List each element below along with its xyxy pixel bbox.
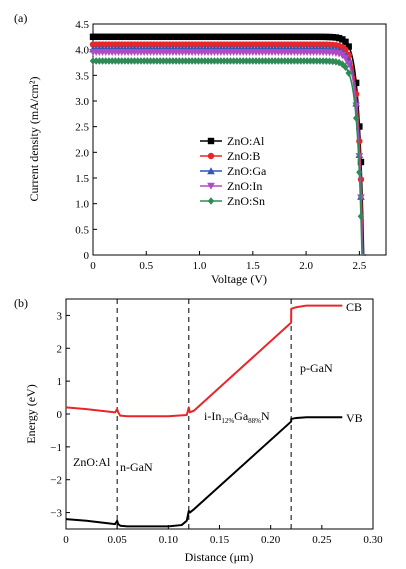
region-label-zno-al: ZnO:Al (73, 455, 111, 469)
legend-marker (207, 137, 215, 145)
legend-entry: ZnO:Sn (227, 194, 265, 208)
panel-a-y-tick-label: 2.5 (75, 122, 89, 134)
panel-a-label: (a) (14, 11, 27, 25)
panel-b-x-tick-label: 0.25 (312, 534, 332, 546)
panel-a-x-tick-label: 2.5 (352, 260, 366, 272)
panel-b-boundaries (116, 299, 292, 529)
legend-marker (207, 197, 215, 205)
panel-a-x-tick-label: 1.0 (193, 260, 207, 272)
igan-sub-2: 88% (248, 417, 261, 425)
curve-marker (342, 63, 349, 71)
region-label-p-gan: p-GaN (300, 361, 333, 375)
curve-marker (356, 168, 363, 177)
panel-b-curves (65, 304, 343, 528)
legend-entry: ZnO:Ga (227, 164, 267, 178)
panel-b-y-tick-label: 0 (57, 409, 63, 421)
legend-entry: ZnO:In (227, 179, 262, 193)
panel-a-y-tick-label: 1.0 (75, 199, 89, 211)
curve-marker (345, 69, 352, 77)
region-label-n-gan: n-GaN (120, 460, 153, 474)
legend-entry: ZnO:Al (227, 134, 265, 148)
panel-a-curves (89, 33, 366, 256)
panel-b-y-tick-label: 2 (57, 343, 63, 355)
igan-part-2: Ga (234, 409, 249, 423)
panel-a-x-tick-label: 0 (90, 260, 96, 272)
legend-entry: ZnO:B (227, 149, 260, 163)
band-vb-line (65, 416, 343, 528)
panel-a-x-tick-label: 0.5 (139, 260, 153, 272)
panel-b-y-tick-label: 3 (57, 310, 63, 322)
panel-b-y-tick-label: −3 (50, 508, 62, 520)
panel-a-x-tick-label: 2.0 (299, 260, 313, 272)
panel-b-x-axis-label: Distance (μm) (185, 550, 254, 564)
panel-b-x-tick-label: 0.30 (363, 534, 383, 546)
panel-a-y-tick-label: 3.5 (75, 70, 89, 82)
cb-label: CB (346, 300, 362, 314)
panel-b-y-axis-label: Energy (eV) (24, 384, 38, 443)
curve-marker (345, 43, 352, 50)
panel-b-y-tick-label: 1 (57, 376, 63, 388)
curve-marker (342, 38, 349, 46)
panel-b-label: (b) (14, 296, 28, 310)
panel-b-y-tick-label: −1 (50, 442, 62, 454)
series-zno-in (89, 49, 365, 256)
panel-a-ticks: 0 0.5 1.0 1.5 2.0 2.5 0 0.5 1.0 1.5 2.0 2.5 3.0 3.5 4.… (75, 19, 366, 272)
legend-marker (207, 182, 215, 190)
panel-a-y-tick-label: 0 (84, 250, 90, 262)
igan-part-3: N (261, 409, 270, 423)
panel-a-y-tick-label: 0.5 (75, 224, 89, 236)
panel-b-x-tick-label: 0.05 (108, 534, 128, 546)
igan-sub-1: 12% (221, 417, 234, 425)
series-zno-al (89, 33, 366, 256)
panel-a-y-tick-label: 4.5 (75, 19, 89, 31)
curve-marker (344, 60, 353, 68)
panel-a-y-tick-label: 1.5 (75, 173, 89, 185)
panel-b-x-tick-label: 0.10 (159, 534, 179, 546)
panel-a-plot-frame (92, 23, 387, 256)
legend-marker (207, 152, 215, 160)
vb-label: VB (346, 411, 363, 425)
panel-a-y-axis-label: Current density (mA/cm²) (27, 77, 41, 202)
panel-a-jv-chart: (a) 0 0.5 1.0 1.5 2.0 2.5 0 0.5 1.0 1.5 2.0 2.5 3.0 3… (14, 11, 387, 286)
panel-a-y-tick-label: 2.0 (75, 147, 89, 159)
panel-a-y-tick-label: 3.0 (75, 96, 89, 108)
panel-a-x-tick-label: 1.5 (246, 260, 260, 272)
panel-a-y-tick-label: 4.0 (75, 45, 89, 57)
panel-b-x-tick-label: 0 (63, 534, 69, 546)
panel-b-band-diagram: (b) 0 0.05 0.10 0.15 0.20 0.25 0.30−3−2−10123 … (14, 296, 383, 564)
series-zno-sn (89, 57, 365, 256)
curve-marker (352, 114, 360, 122)
series-zno-b (89, 41, 366, 256)
curve-marker (341, 54, 350, 62)
igan-part-1: i-In (204, 409, 221, 423)
curve-marker (352, 79, 360, 87)
panel-b-x-tick-label: 0.20 (261, 534, 281, 546)
band-cb-line (65, 304, 343, 418)
curve-marker (357, 212, 365, 221)
panel-b-x-tick-label: 0.15 (210, 534, 230, 546)
panel-a-x-axis-label: Voltage (V) (211, 272, 267, 286)
region-label-i-ingan: i-In12%Ga88%N (204, 409, 270, 425)
panel-b-ticks: 0 0.05 0.10 0.15 0.20 0.25 0.30 −3 −2 −1 0 1 2 3 (50, 310, 383, 546)
legend-marker (207, 167, 215, 175)
panel-b-y-tick-label: −2 (50, 475, 62, 487)
